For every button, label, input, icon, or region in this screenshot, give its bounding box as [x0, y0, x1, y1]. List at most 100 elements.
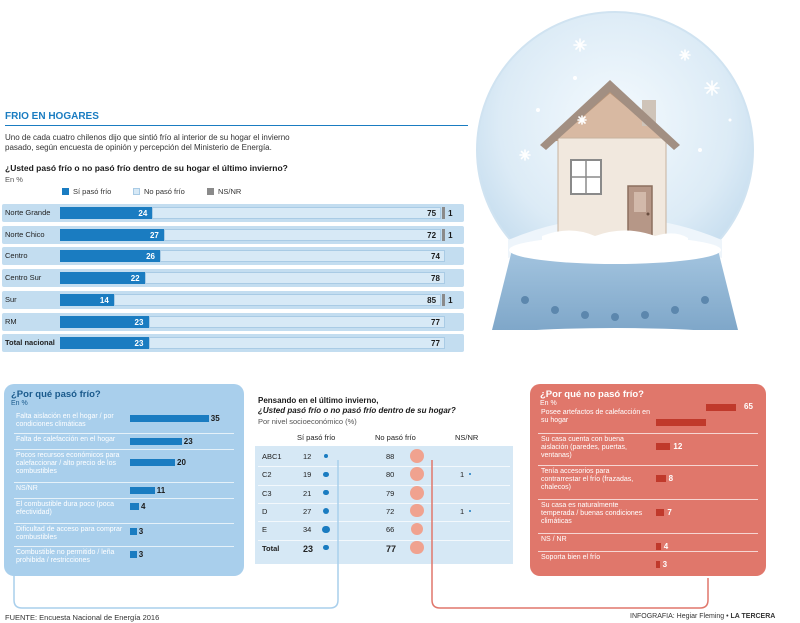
why-cold-bar	[130, 459, 175, 466]
table-row-label: C2	[262, 470, 272, 480]
bar-nsnr	[442, 293, 446, 306]
why-not-cold-divider	[538, 465, 758, 466]
why-not-cold-bar	[656, 509, 665, 516]
table-no-value: 72	[386, 506, 395, 516]
column-header-nsnr: NS/NR	[455, 433, 479, 442]
table-row-divider	[258, 466, 510, 468]
why-not-cold-divider	[538, 551, 758, 552]
table-si-dot	[323, 471, 329, 477]
main-category-label: Centro Sur	[5, 273, 42, 283]
table-row-label: C3	[262, 488, 272, 498]
table-no-dot	[410, 522, 424, 536]
main-unit: En %	[5, 175, 23, 184]
bar-no-pasó-frío	[148, 337, 445, 350]
main-category-label: Norte Chico	[5, 229, 45, 239]
bar-si-pasó-frío	[60, 250, 161, 263]
why-cold-divider	[14, 433, 234, 434]
why-cold-value: 35	[210, 414, 220, 423]
legend-swatch	[207, 188, 214, 195]
why-not-cold-title: ¿Por qué no pasó frío?	[540, 389, 644, 400]
why-not-cold-bar	[656, 419, 706, 426]
bar-no-pasó-frío	[113, 293, 442, 306]
table-si-dot	[323, 544, 329, 551]
main-question: ¿Usted pasó frío o no pasó frío dentro d…	[5, 163, 288, 173]
table-no-value: 80	[386, 470, 395, 480]
why-not-cold-divider	[538, 499, 758, 500]
bar-si-pasó-frío	[60, 293, 114, 306]
why-not-cold-label: Su casa cuenta con buena aislación (pare…	[541, 436, 627, 459]
legend-swatch	[62, 188, 69, 195]
why-cold-label: NS/NR	[16, 485, 38, 492]
table-no-dot	[410, 540, 424, 555]
why-cold-value: 20	[177, 458, 186, 467]
why-cold-label: Falta aislación en el hogar / por condic…	[16, 413, 114, 428]
why-cold-bar	[130, 438, 182, 445]
bar-nsnr	[442, 228, 446, 241]
table-si-value: 34	[303, 525, 312, 535]
main-category-label: Centro	[5, 251, 28, 261]
bar-no-pasó-frío	[148, 315, 445, 328]
table-row-divider	[258, 521, 510, 523]
why-cold-divider	[14, 449, 234, 450]
why-not-cold-label: Su casa es naturalmente temperada / buen…	[541, 502, 643, 525]
why-not-cold-label: Soporta bien el frío	[541, 554, 601, 561]
bar-si-pasó-frío	[60, 228, 164, 241]
bar-no-value: 75	[427, 209, 437, 218]
why-cold-value: 11	[156, 486, 166, 495]
bar-no-value: 77	[431, 339, 440, 349]
why-cold-title: ¿Por qué pasó frío?	[11, 389, 101, 400]
table-row-label: Total	[262, 543, 280, 553]
table-si-dot	[322, 525, 330, 533]
why-not-cold-value: 7	[667, 508, 672, 517]
why-not-cold-bar	[706, 404, 736, 411]
why-cold-divider	[14, 498, 234, 499]
why-cold-divider	[14, 482, 234, 483]
why-cold-divider	[14, 523, 234, 524]
why-cold-value: 3	[138, 527, 144, 536]
bar-nsnr-value: 1	[448, 209, 453, 218]
why-cold-divider	[14, 546, 234, 547]
source-text: FUENTE: Encuesta Nacional de Energía 201…	[5, 613, 160, 622]
title-rule	[5, 125, 468, 126]
why-cold-bar	[130, 528, 137, 535]
table-row-divider	[258, 484, 510, 486]
table-si-value: 23	[303, 543, 314, 554]
why-cold-bar	[130, 415, 209, 422]
snow-globe-illustration	[476, 11, 754, 348]
why-cold-label: Combustible no permitido / leña prohibid…	[16, 549, 115, 564]
table-si-value: 27	[303, 506, 312, 516]
bar-no-pasó-frío	[160, 250, 445, 263]
bar-si-value: 22	[130, 274, 140, 284]
bar-no-value: 72	[427, 230, 437, 240]
why-not-cold-label: Tenía accesorios para contrarrestar el f…	[541, 468, 634, 491]
bar-si-pasó-frío	[60, 272, 145, 285]
bar-si-pasó-frío	[60, 337, 149, 350]
why-not-cold-value: 4	[663, 542, 669, 551]
table-intro: Pensando en el último invierno,	[258, 396, 379, 405]
table-question: ¿Usted pasó frío o no pasó frío dentro d…	[258, 406, 456, 415]
main-category-label: RM	[5, 316, 17, 326]
intro-text: Uno de cada cuatro chilenos dijo que sin…	[5, 133, 290, 152]
outlet-name: LA TERCERA	[730, 613, 776, 620]
legend-item-no: No pasó frío	[133, 187, 185, 196]
why-not-cold-value: 8	[668, 474, 674, 483]
credit-text: INFOGRAFIA: Hegiar Fleming • LA TERCERA	[630, 613, 776, 620]
why-not-cold-value: 65	[744, 402, 753, 411]
table-si-value: 12	[303, 452, 312, 461]
why-not-cold-label: Posee artefactos de calefacción en su ho…	[541, 409, 650, 424]
table-si-value: 19	[303, 470, 312, 480]
bar-no-value: 85	[427, 295, 437, 305]
table-si-dot	[323, 489, 329, 496]
why-cold-label: Falta de calefacción en el hogar	[16, 436, 116, 443]
why-not-cold-value: 3	[662, 560, 668, 569]
main-category-label: Norte Grande	[5, 208, 51, 217]
why-not-cold-value: 12	[673, 442, 683, 451]
why-cold-bar	[130, 503, 139, 510]
bar-si-value: 23	[134, 339, 144, 349]
bar-no-value: 78	[431, 274, 440, 284]
table-no-value: 88	[386, 452, 395, 461]
why-cold-label: El combustible dura poco (poca efectivid…	[16, 501, 115, 516]
table-no-dot	[410, 504, 424, 518]
table-si-value: 21	[303, 488, 312, 498]
